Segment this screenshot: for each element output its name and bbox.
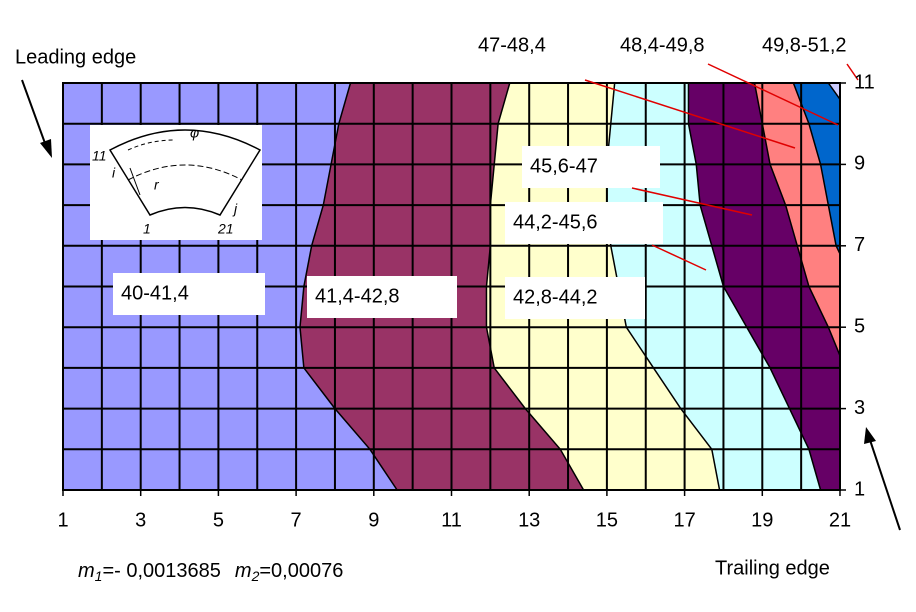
band-labels: 40-41,4 41,4-42,8 42,8-44,2 44,2-45,6 45,6-4… [113,34,847,319]
leader-line [651,244,707,271]
x-tick-label: 11 [441,509,462,531]
leading-edge-arrow [21,79,47,147]
leader-lines [584,63,859,271]
contour-line [753,82,841,356]
y-tick-label: 11 [854,71,875,93]
contour-line [827,82,841,100]
formula-symbol: m [235,560,252,582]
band-label: 40-41,4 [121,282,189,304]
x-tick-label: 13 [518,509,540,531]
x-tick-label: 19 [751,509,773,531]
label-box [113,273,265,315]
y-tick-label: 5 [854,315,865,337]
trailing-edge-label: Trailing edge [715,557,830,579]
leader-line [584,79,796,149]
contour-line [687,83,822,491]
label-box [307,276,457,318]
x-tick-label: 9 [368,509,379,531]
x-tick-label: 17 [673,509,695,531]
x-tick-label: 7 [291,509,302,531]
label-box [522,146,660,188]
band-label: 49,8-51,2 [762,34,847,56]
formula-symbol: m [78,560,95,582]
y-tick-label: 3 [854,397,865,419]
label-box [505,202,663,244]
contour-line [792,82,841,255]
inset-label: 21 [217,221,234,237]
inset-shape [108,129,262,216]
leader-line [846,63,859,81]
x-tick-label: 1 [57,509,68,531]
band-label: 42,8-44,2 [513,286,598,308]
x-tick-label: 5 [213,509,224,531]
inset-label: j [232,201,238,217]
formula-sub: 1 [95,568,103,584]
contour-line [299,82,398,491]
band-label: 41,4-42,8 [315,285,400,307]
inset-label: r [154,177,160,193]
contour-line [485,82,585,491]
leading-edge-arrowhead [40,139,52,158]
inset-arrow [129,167,141,196]
inset-midline [127,164,243,181]
formula: m1=- 0,0013685 m2=0,00076 [78,560,343,583]
band-label: 45,6-47 [530,155,598,177]
y-tick-label: 7 [854,234,865,256]
inset-background [90,125,262,240]
inset-label: 1 [143,221,151,237]
inset-label: φ [190,125,199,141]
formula-sub: 2 [251,568,260,584]
x-tick-label: 15 [596,509,618,531]
inset-diagram: 11 i φ r 1 21 j [90,125,262,240]
leading-edge-label: Leading edge [15,46,136,68]
leader-line [631,187,753,216]
trailing-edge-arrowhead [864,427,876,444]
inset-arrow [127,139,176,151]
inset-label: i [112,165,116,181]
band-label: 48,4-49,8 [620,34,705,56]
band-label: 44,2-45,6 [513,211,598,233]
y-tick-label: 9 [854,153,865,175]
formula-value: =- 0,0013685 [102,560,220,582]
band [793,83,840,254]
x-tick-label: 3 [135,509,146,531]
formula-value: =0,00076 [259,560,343,582]
trailing-edge-arrow [869,439,901,531]
inset-label: 11 [92,148,107,164]
y-tick-label: 1 [854,478,865,500]
x-tick-label: 21 [829,509,851,531]
leader-line [707,63,839,126]
label-box [505,277,645,319]
band-label: 47-48,4 [478,34,546,56]
